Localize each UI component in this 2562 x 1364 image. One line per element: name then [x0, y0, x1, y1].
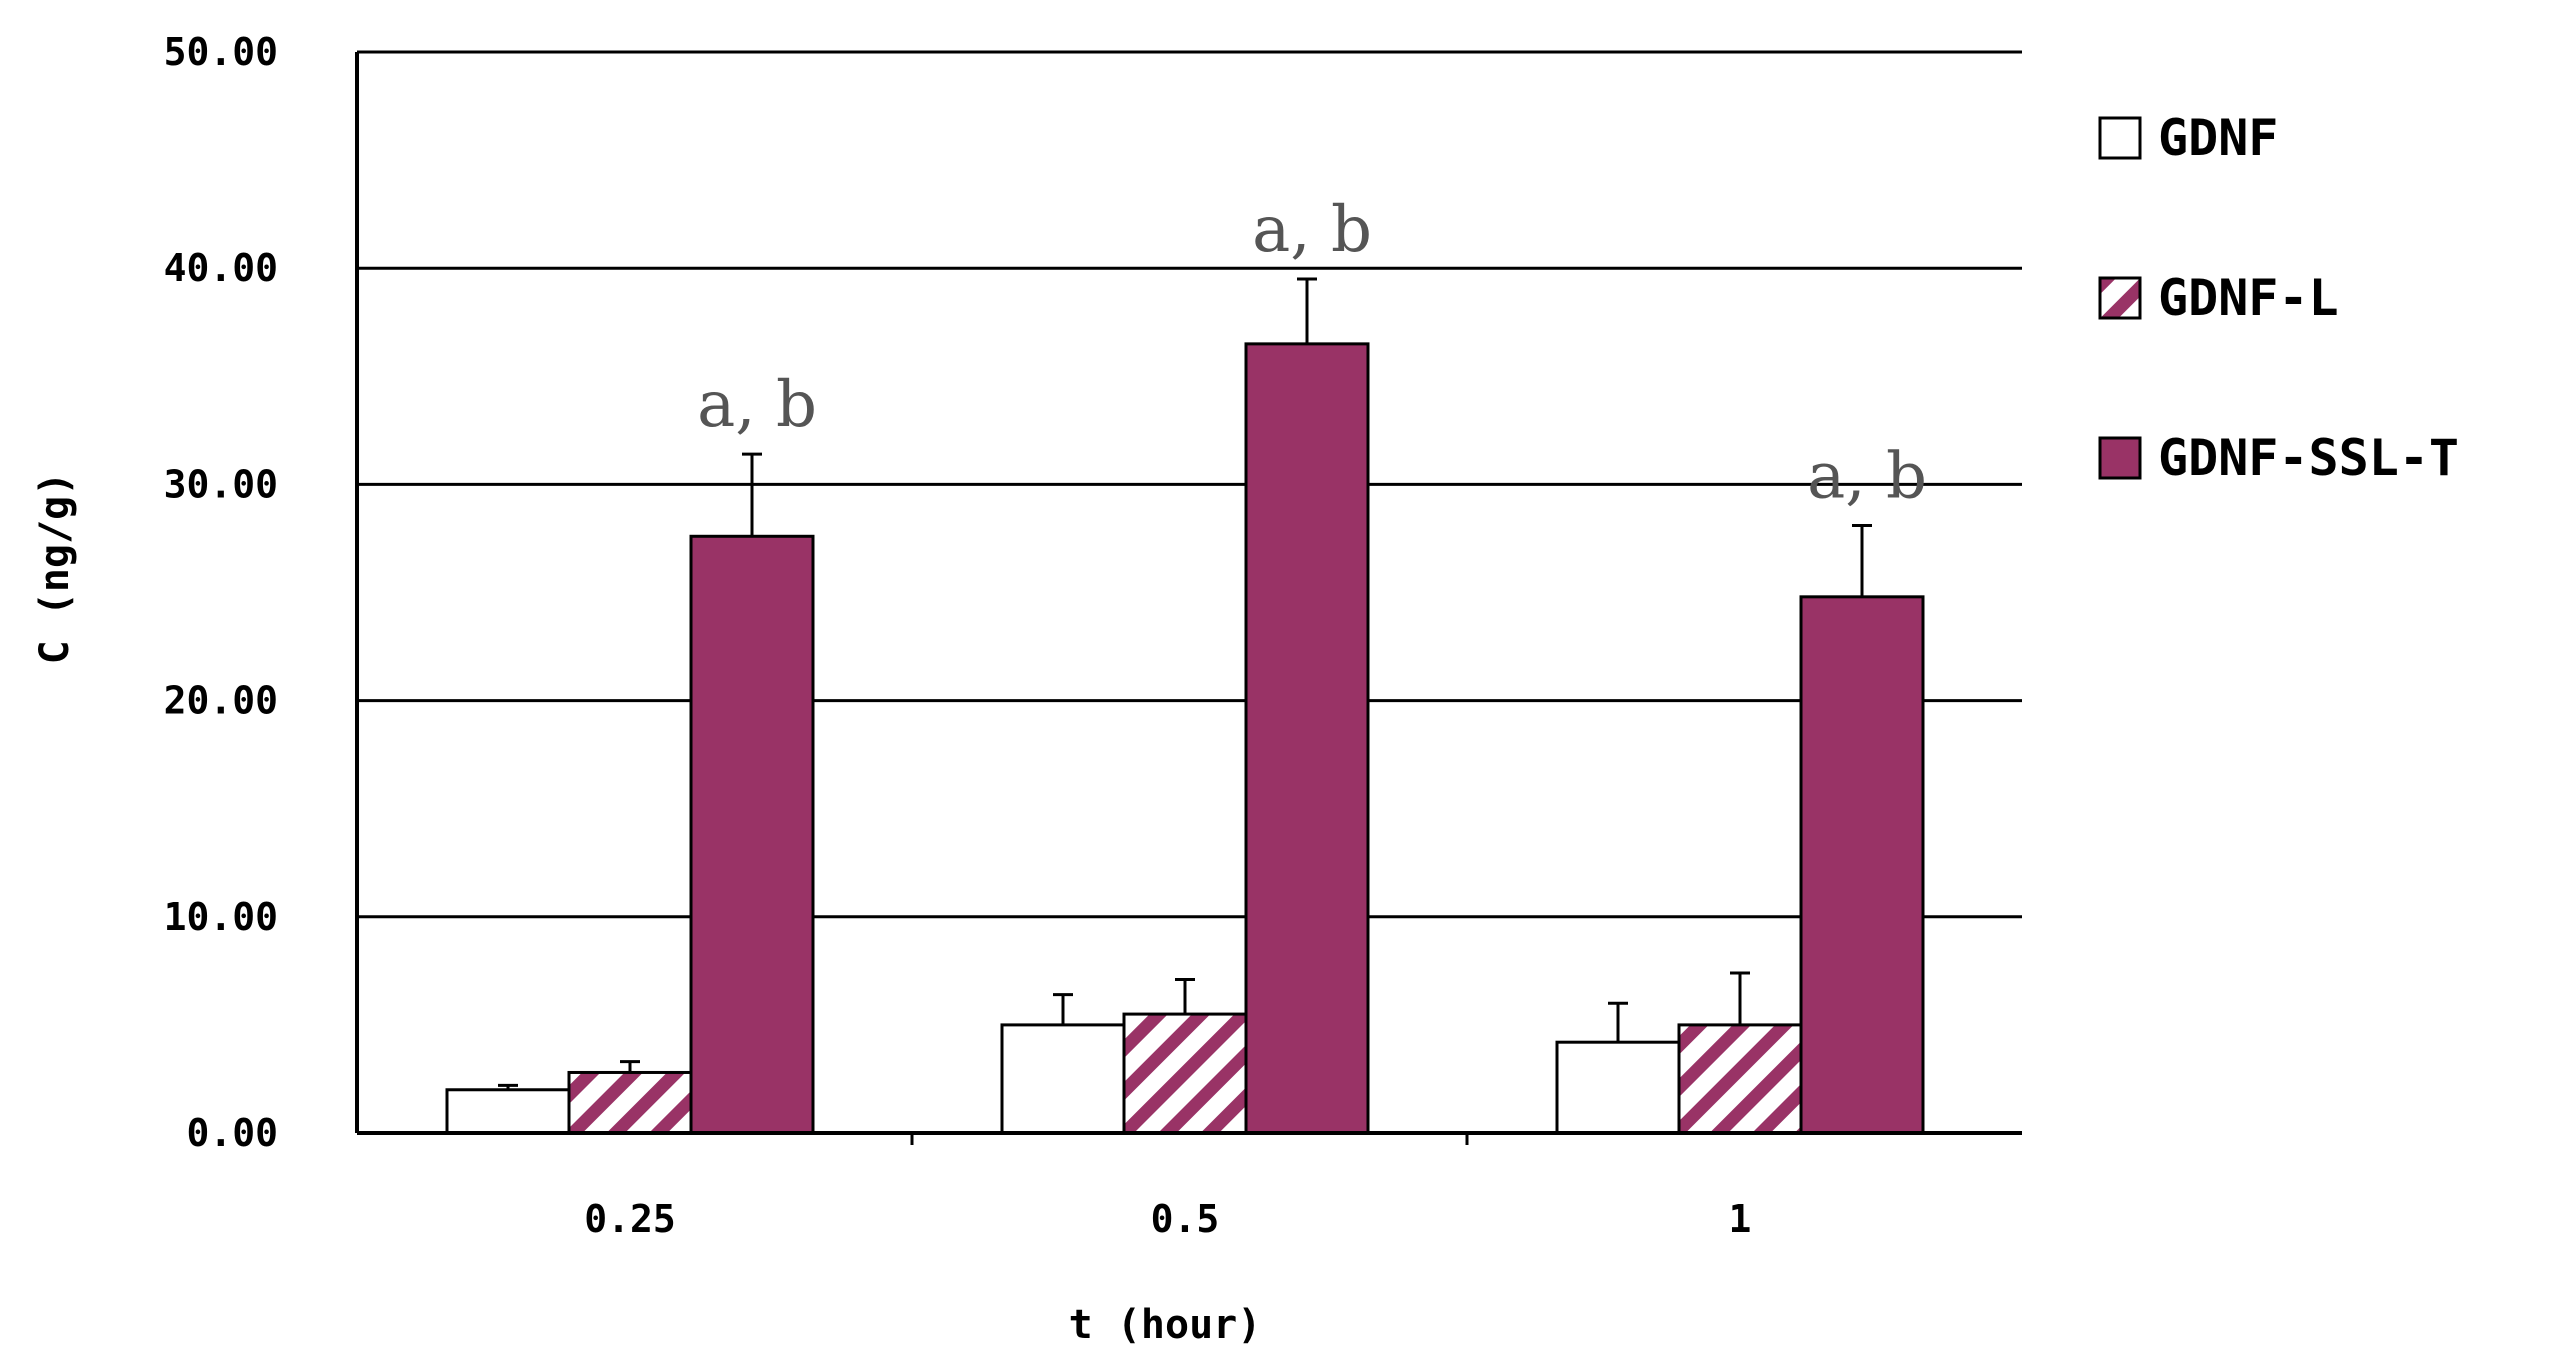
legend-label: GDNF-SSL-T: [2158, 429, 2459, 487]
y-tick-label: 40.00: [164, 246, 278, 290]
bar-gdnf-ssl-t: [1799, 595, 1925, 1135]
y-tick-label: 10.00: [164, 895, 278, 939]
bar-gdnf-ssl-t: [1244, 342, 1370, 1135]
significance-annotation: a, b: [1807, 439, 1927, 513]
y-tick-label: 0.00: [186, 1111, 278, 1155]
bar-gdnf-l: [567, 1070, 693, 1135]
bar-gdnf: [1555, 1040, 1681, 1135]
significance-annotation: a, b: [697, 368, 817, 442]
legend: GDNF GDNF-L GDNF-SSL-T: [2098, 109, 2459, 487]
bar-gdnf-ssl-t: [689, 534, 815, 1135]
gridlines: [357, 50, 2022, 919]
legend-swatch: [2098, 276, 2142, 320]
bar-gdnf-l: [1677, 1023, 1803, 1135]
significance-annotation: a, b: [1252, 193, 1372, 267]
legend-label: GDNF-L: [2158, 269, 2339, 327]
bars: [445, 277, 1925, 1135]
x-tick-label: 0.5: [1151, 1197, 1220, 1241]
y-tick-label: 50.00: [164, 30, 278, 74]
axes: [355, 52, 2022, 1145]
y-axis-title: C (ng/g): [32, 472, 78, 665]
bar-gdnf: [445, 1088, 571, 1135]
annotations: a, b a, b a, b: [697, 193, 1927, 513]
x-tick-label: 0.25: [584, 1197, 676, 1241]
x-axis-title: t (hour): [1069, 1302, 1262, 1348]
y-tick-labels: 0.00 10.00 20.00 30.00 40.00 50.00: [164, 30, 278, 1155]
legend-swatch: [2098, 436, 2142, 480]
legend-swatch: [2098, 116, 2142, 160]
y-tick-label: 20.00: [164, 679, 278, 723]
bar-gdnf: [1000, 1023, 1126, 1135]
y-tick-label: 30.00: [164, 462, 278, 506]
legend-label: GDNF: [2158, 109, 2278, 167]
x-tick-labels: 0.25 0.5 1: [584, 1197, 1751, 1241]
x-tick-label: 1: [1729, 1197, 1752, 1241]
bar-gdnf-l: [1122, 1012, 1248, 1135]
